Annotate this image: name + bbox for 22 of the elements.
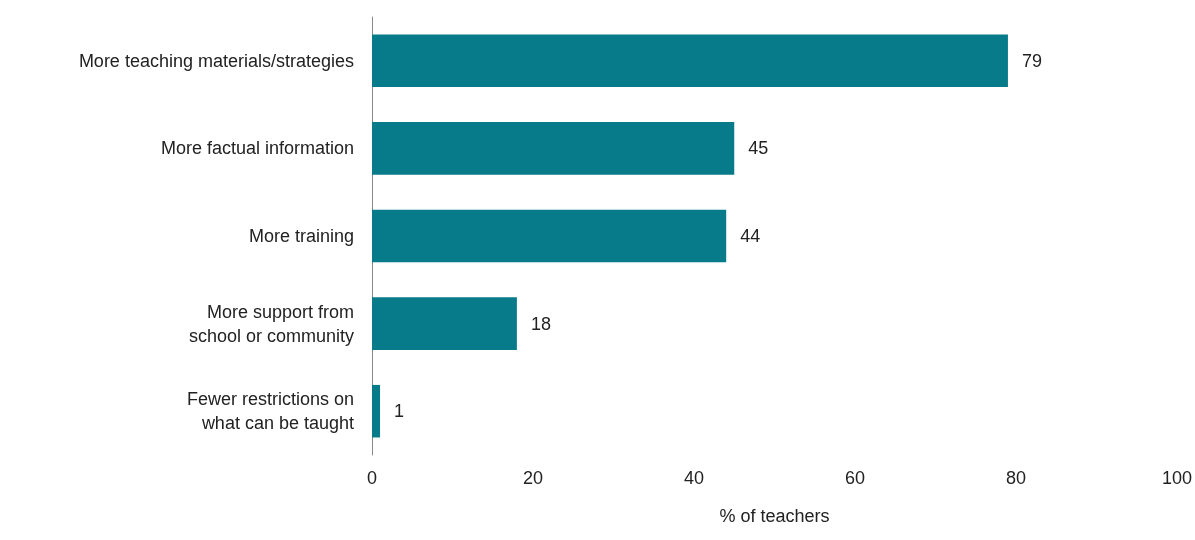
- x-tick-label: 40: [683, 468, 705, 488]
- bar: [372, 384, 381, 438]
- y-tick-label: More support from school or community: [188, 301, 354, 346]
- y-tick-label: More teaching materials/strategies: [78, 50, 354, 71]
- y-tick-label: Fewer restrictions on what can be taught: [186, 389, 354, 434]
- y-tick-label: More training: [248, 226, 354, 246]
- y-tick-label: More factual information: [160, 138, 354, 159]
- x-tick-label: 60: [844, 468, 866, 488]
- data-label: 45: [748, 138, 769, 159]
- x-axis-title: % of teachers: [719, 506, 830, 526]
- data-label: 44: [740, 226, 761, 246]
- bar: [372, 209, 727, 263]
- bar: [372, 297, 517, 350]
- bar: [372, 122, 735, 175]
- x-tick-label: 20: [522, 468, 544, 488]
- x-tick-label: 100: [1161, 468, 1193, 488]
- data-label: 79: [1021, 50, 1042, 71]
- bar: [372, 34, 1008, 88]
- data-label: 18: [530, 313, 551, 334]
- data-label: 1: [394, 401, 405, 422]
- x-tick-label: 0: [366, 468, 378, 488]
- x-tick-label: 80: [1005, 468, 1026, 488]
